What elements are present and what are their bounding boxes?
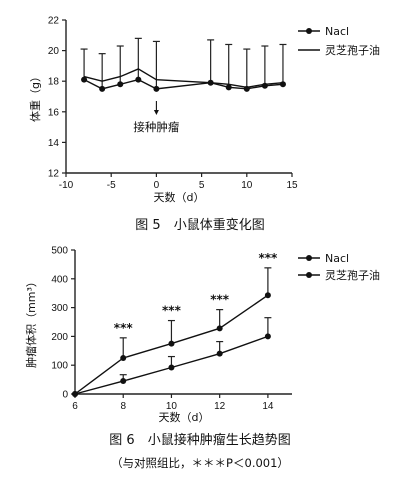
legend-nacl-marker	[306, 255, 312, 261]
annotation-label: 接种肿瘤	[133, 120, 179, 134]
lingzhi-line	[83, 68, 284, 89]
legend-lingzhi-label: 灵芝孢子油	[325, 43, 380, 57]
legend-nacl-label: Nacl	[325, 25, 349, 38]
y-axis-label: 体重（g）	[28, 71, 42, 122]
y-tick-label: 16	[48, 107, 60, 118]
nacl-point	[216, 325, 223, 332]
nacl-point	[225, 84, 232, 91]
x-tick-label: 6	[72, 401, 78, 412]
figure-5-caption: 图 5 小鼠体重变化图	[135, 217, 264, 233]
nacl-point	[117, 81, 124, 88]
y-axis-label: 肿瘤体积（mm³）	[24, 276, 38, 368]
x-tick-label: 10	[241, 180, 253, 191]
x-tick-label: -10	[59, 180, 74, 191]
y-tick-label: 0	[62, 390, 68, 401]
y-tick-label: 22	[48, 16, 60, 27]
x-axis-label: 天数（d）	[154, 191, 205, 204]
lingzhi-point	[72, 391, 78, 397]
body-weight-chart: 12 14 16 18 20 22 -10 -5 0 5 10 15 天数（d） 体重（g） 接种肿瘤 Nac…	[28, 16, 380, 205]
y-tick-label: 300	[51, 303, 68, 314]
x-tick-label: 0	[154, 180, 160, 191]
nacl-point	[81, 76, 88, 83]
x-axis-label: 天数（d）	[159, 411, 210, 424]
annotation-arrow-head	[153, 110, 159, 115]
legend: Nacl 灵芝孢子油	[298, 25, 380, 57]
significance-marker: ***	[258, 251, 278, 265]
lingzhi-point	[216, 350, 223, 357]
nacl-point	[264, 292, 271, 299]
legend: Nacl 灵芝孢子油	[298, 252, 380, 282]
y-tick-label: 200	[51, 332, 68, 343]
figure-6-note: （与对照组比，＊＊＊P＜0.001）	[111, 456, 289, 470]
y-tick-label: 12	[48, 169, 60, 180]
nacl-point	[135, 76, 142, 83]
x-tick-label: 14	[262, 401, 274, 412]
legend-nacl-label: Nacl	[325, 252, 349, 265]
lingzhi-point	[264, 333, 271, 340]
nacl-point	[120, 355, 127, 361]
legend-nacl-marker	[306, 28, 312, 34]
x-tick-label: 8	[120, 401, 126, 412]
significance-marker: ***	[210, 293, 230, 307]
nacl-point	[168, 340, 175, 347]
y-tick-label: 18	[48, 77, 60, 88]
tumor-volume-chart: 0 100 200 300 400 500 6 8 10 12 14 天数（d） 肿瘤体积（mm³） **…	[24, 246, 380, 425]
nacl-point	[153, 85, 160, 92]
x-tick-label: 15	[286, 180, 298, 191]
y-tick-label: 20	[48, 46, 60, 57]
y-tick-label: 14	[48, 138, 60, 149]
significance-marker: ***	[162, 304, 182, 318]
nacl-point	[279, 81, 286, 88]
x-tick-label: -5	[107, 180, 116, 191]
lingzhi-point	[120, 378, 127, 385]
legend-lingzhi-marker	[306, 272, 312, 278]
x-tick-label: 10	[166, 401, 178, 412]
figure-6-caption: 图 6 小鼠接种肿瘤生长趋势图	[109, 432, 290, 448]
x-tick-label: 5	[199, 180, 205, 191]
legend-lingzhi-label: 灵芝孢子油	[325, 268, 380, 282]
y-tick-label: 500	[51, 246, 68, 257]
significance-marker: ***	[114, 321, 134, 335]
lingzhi-point	[168, 364, 175, 371]
nacl-point	[99, 85, 106, 92]
nacl-line	[83, 78, 284, 90]
y-tick-label: 100	[51, 361, 68, 372]
x-tick-label: 12	[214, 401, 226, 412]
y-tick-label: 400	[51, 274, 68, 285]
